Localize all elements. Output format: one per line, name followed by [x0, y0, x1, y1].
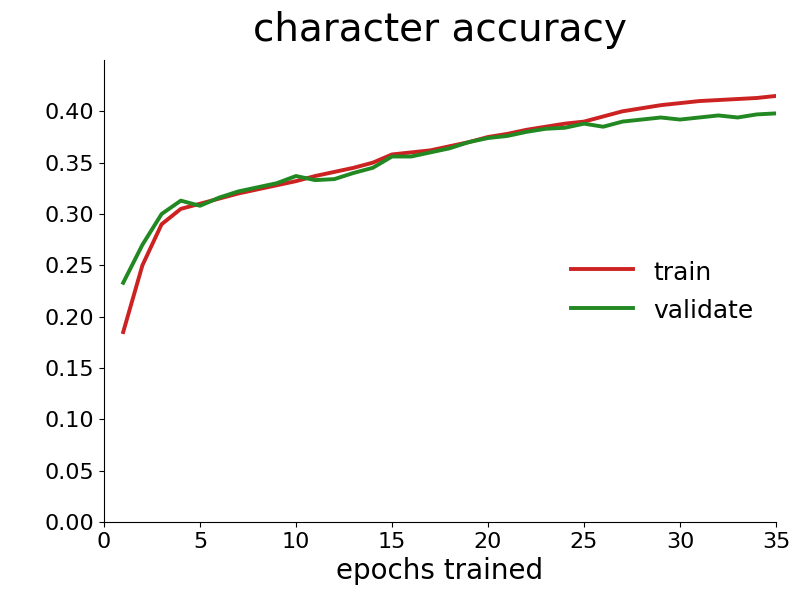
Legend: train, validate: train, validate	[561, 248, 763, 334]
train	[464, 139, 474, 146]
validate	[349, 169, 358, 176]
validate	[234, 188, 243, 195]
validate	[138, 241, 147, 248]
train	[656, 101, 666, 109]
validate	[406, 153, 416, 160]
validate	[771, 110, 781, 117]
validate	[637, 116, 646, 123]
validate	[714, 112, 723, 119]
train	[253, 186, 262, 193]
train	[272, 182, 282, 189]
train	[733, 95, 742, 103]
validate	[330, 175, 339, 182]
train	[214, 195, 224, 202]
train	[541, 123, 550, 130]
Line: validate: validate	[123, 113, 776, 283]
validate	[464, 139, 474, 146]
validate	[598, 123, 608, 130]
train	[330, 169, 339, 176]
train	[234, 190, 243, 197]
validate	[675, 116, 685, 123]
train	[522, 126, 531, 133]
validate	[253, 184, 262, 191]
train	[771, 92, 781, 100]
train	[694, 97, 704, 104]
train	[560, 120, 570, 127]
validate	[502, 133, 512, 140]
train	[157, 221, 166, 228]
train	[310, 172, 320, 179]
validate	[426, 149, 435, 156]
train	[176, 205, 186, 212]
validate	[694, 114, 704, 121]
train	[195, 200, 205, 208]
validate	[733, 114, 742, 121]
train	[752, 94, 762, 101]
validate	[445, 145, 454, 152]
train	[579, 118, 589, 125]
validate	[157, 211, 166, 218]
train	[349, 164, 358, 172]
validate	[560, 124, 570, 131]
train	[291, 178, 301, 185]
train	[426, 147, 435, 154]
validate	[522, 128, 531, 136]
validate	[618, 118, 627, 125]
validate	[291, 172, 301, 179]
train	[637, 104, 646, 112]
X-axis label: epochs trained: epochs trained	[337, 557, 543, 585]
validate	[272, 179, 282, 187]
train	[502, 130, 512, 137]
validate	[368, 164, 378, 172]
train	[598, 113, 608, 120]
validate	[310, 176, 320, 184]
train	[714, 97, 723, 104]
validate	[579, 120, 589, 127]
validate	[656, 114, 666, 121]
train	[483, 133, 493, 140]
validate	[195, 202, 205, 209]
train	[387, 151, 397, 158]
train	[675, 100, 685, 107]
train	[618, 108, 627, 115]
validate	[387, 153, 397, 160]
validate	[752, 111, 762, 118]
validate	[118, 279, 128, 286]
Title: character accuracy: character accuracy	[253, 11, 627, 49]
train	[368, 159, 378, 166]
validate	[483, 134, 493, 142]
validate	[176, 197, 186, 204]
train	[406, 149, 416, 156]
train	[445, 143, 454, 150]
train	[118, 328, 128, 335]
Line: train: train	[123, 96, 776, 332]
train	[138, 262, 147, 269]
validate	[541, 125, 550, 133]
validate	[214, 194, 224, 201]
